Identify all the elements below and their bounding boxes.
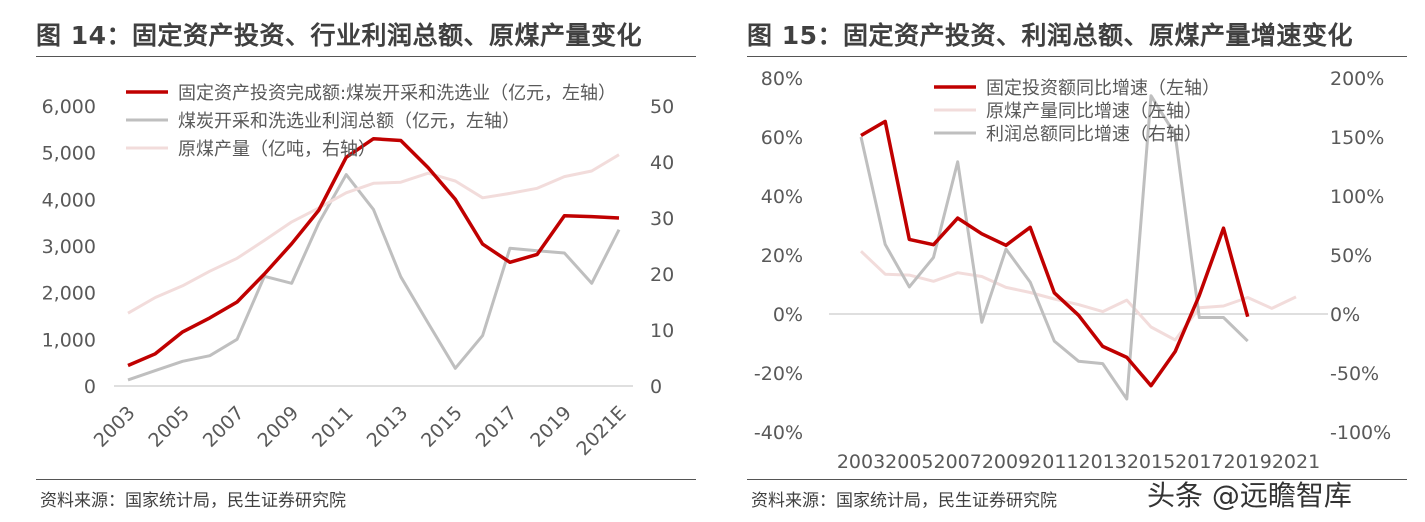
y-left-tick-label: 2,000 [42,283,96,305]
x-tick-label: 2015 [1127,451,1175,473]
y-left-tick-label: 20% [761,245,803,267]
y-right-tick-label: 0% [1330,304,1360,326]
y-left-tick-label: 40% [761,186,803,208]
y-right-tick-label: -50% [1330,363,1379,385]
legend-label-3: 原煤产量（亿吨，右轴） [178,139,376,160]
x-tick-label: 2019 [1223,451,1271,473]
y-left-tick-label: -20% [754,363,803,385]
series-line-1 [860,119,1250,388]
left-title-rule [36,56,696,57]
y-left-tick-label: 60% [761,127,803,149]
left-source-rule [36,479,696,480]
y-right-tick-label: 150% [1330,127,1384,149]
legend-label-1: 固定投资额同比增速（左轴） [986,78,1220,99]
right-title-rule [747,56,1407,57]
y-right-tick-label: 100% [1330,186,1384,208]
legend-label-2: 煤炭开采和洗选业利润总额（亿元，左轴） [178,111,520,132]
x-tick-label: 2005 [885,451,933,473]
right-source: 资料来源：国家统计局，民生证券研究院 [751,491,1057,511]
x-tick-label: 2007 [933,451,981,473]
legend-label-3: 利润总额同比增速（右轴） [986,124,1202,145]
x-tick-label: 2017 [1175,451,1223,473]
y-left-tick-label: 0% [773,304,803,326]
x-tick-label: 2013 [1078,451,1126,473]
series-line-1 [127,136,620,368]
series-line-2 [859,250,1297,342]
series-line-3 [859,94,1249,401]
y-left-tick-label: 0 [84,376,96,398]
series-line-2 [127,173,621,382]
y-left-tick-label: -40% [754,422,803,444]
left-source: 资料来源：国家统计局，民生证券研究院 [40,491,346,511]
y-right-tick-label: -100% [1330,422,1391,444]
y-left-tick-label: 3,000 [42,236,96,258]
x-tick-label: 2009 [982,451,1030,473]
x-tick-label: 2011 [1030,451,1078,473]
x-tick-label: 2003 [837,451,885,473]
right-panel: 图 15：固定资产投资、利润总额、原煤产量增速变化 资料来源：国家统计局，民生证… [747,0,1407,522]
y-right-tick-label: 50% [1330,245,1372,267]
y-right-tick-label: 0 [650,376,662,398]
y-right-tick-label: 30 [650,208,674,230]
right-chart-title: 图 15：固定资产投资、利润总额、原煤产量增速变化 [747,21,1353,50]
y-left-tick-label: 6,000 [42,96,96,118]
series-line-3 [127,153,620,315]
left-chart: 0 1,000 2,000 3,000 4,000 5,000 6,000 0 10 20 30 40… [42,83,675,460]
left-panel: 图 14：固定资产投资、行业利润总额、原煤产量变化 资料来源：国家统计局，民生证… [36,0,696,522]
watermark: 头条 @远瞻智库 [1147,479,1352,512]
legend-label-1: 固定资产投资完成额:煤炭开采和洗选业（亿元，左轴） [178,83,616,104]
right-source-rule [747,479,1407,480]
legend-label-2: 原煤产量同比增速（左轴） [986,101,1202,122]
y-right-tick-label: 50 [650,96,674,118]
left-chart-title: 图 14：固定资产投资、行业利润总额、原煤产量变化 [36,21,642,50]
x-tick-label: 2021 [1272,451,1320,473]
y-right-tick-label: 200% [1330,68,1384,90]
y-right-tick-label: 20 [650,264,674,286]
y-right-tick-label: 10 [650,320,674,342]
y-left-tick-label: 4,000 [42,189,96,211]
y-left-tick-label: 80% [761,68,803,90]
y-left-tick-label: 1,000 [42,329,96,351]
right-chart: -40% -20% 0% 20% 40% 60% 80% -100% -50% 0% 50% 100%… [754,68,1391,473]
y-right-tick-label: 40 [650,152,674,174]
y-left-tick-label: 5,000 [42,143,96,165]
